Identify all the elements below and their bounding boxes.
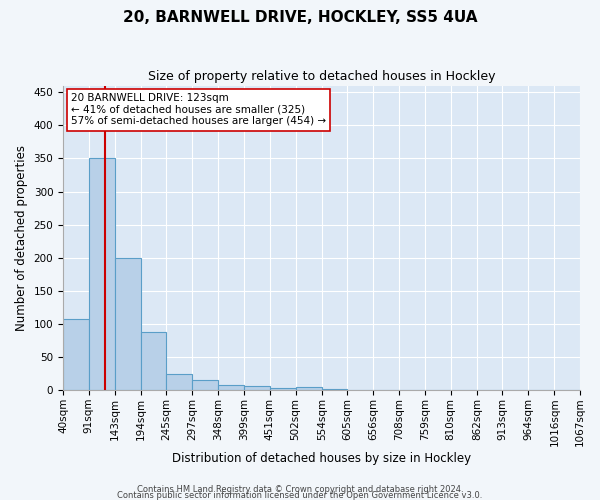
Text: Contains public sector information licensed under the Open Government Licence v3: Contains public sector information licen… <box>118 490 482 500</box>
Text: Contains HM Land Registry data © Crown copyright and database right 2024.: Contains HM Land Registry data © Crown c… <box>137 484 463 494</box>
Y-axis label: Number of detached properties: Number of detached properties <box>15 145 28 331</box>
Bar <box>115 258 140 390</box>
Bar <box>89 158 115 390</box>
Bar <box>140 332 166 390</box>
X-axis label: Distribution of detached houses by size in Hockley: Distribution of detached houses by size … <box>172 452 471 465</box>
Bar <box>193 380 218 390</box>
Bar <box>63 320 89 390</box>
Bar <box>270 388 296 390</box>
Bar <box>218 385 244 390</box>
Text: 20, BARNWELL DRIVE, HOCKLEY, SS5 4UA: 20, BARNWELL DRIVE, HOCKLEY, SS5 4UA <box>123 10 477 25</box>
Bar <box>166 374 193 390</box>
Text: 20 BARNWELL DRIVE: 123sqm
← 41% of detached houses are smaller (325)
57% of semi: 20 BARNWELL DRIVE: 123sqm ← 41% of detac… <box>71 93 326 126</box>
Bar <box>244 386 270 390</box>
Bar <box>296 387 322 390</box>
Bar <box>322 389 347 390</box>
Title: Size of property relative to detached houses in Hockley: Size of property relative to detached ho… <box>148 70 495 83</box>
